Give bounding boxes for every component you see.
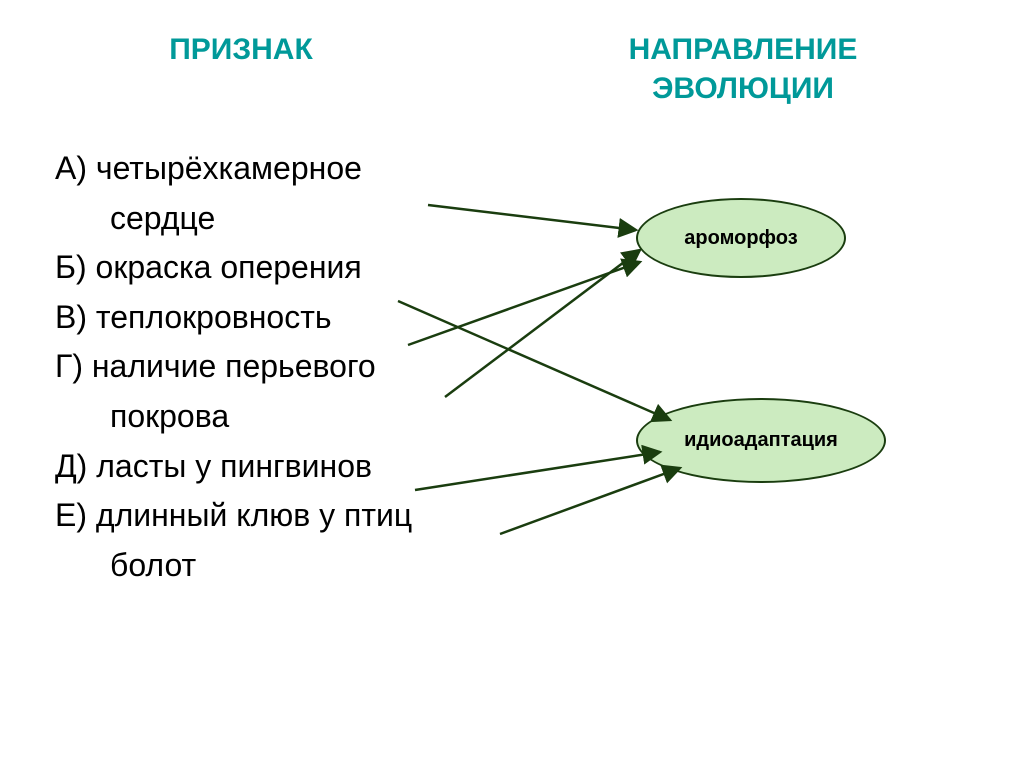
item-e-line1: Е) длинный клюв у птиц	[55, 495, 1024, 537]
item-e-line2: болот	[55, 545, 1024, 587]
header-left: ПРИЗНАК	[31, 30, 431, 108]
item-v: В) теплокровность	[55, 297, 1024, 339]
header-right: НАПРАВЛЕНИЕ ЭВОЛЮЦИИ	[493, 30, 993, 108]
node-idioadaptation-label: идиоадаптация	[684, 429, 838, 452]
header-row: ПРИЗНАК НАПРАВЛЕНИЕ ЭВОЛЮЦИИ	[0, 0, 1024, 138]
node-idioadaptation: идиоадаптация	[636, 398, 886, 483]
item-a-line1: А) четырёхкамерное	[55, 148, 1024, 190]
item-a-line2: сердце	[55, 198, 1024, 240]
header-left-text: ПРИЗНАК	[169, 33, 313, 66]
node-aromorphosis-label: ароморфоз	[684, 227, 797, 250]
header-right-line1: НАПРАВЛЕНИЕ	[629, 33, 858, 66]
items-list: А) четырёхкамерное сердце Б) окраска опе…	[0, 138, 1024, 586]
item-g-line1: Г) наличие перьевого	[55, 346, 1024, 388]
node-aromorphosis: ароморфоз	[636, 198, 846, 278]
item-b: Б) окраска оперения	[55, 247, 1024, 289]
header-right-line2: ЭВОЛЮЦИИ	[652, 72, 834, 105]
